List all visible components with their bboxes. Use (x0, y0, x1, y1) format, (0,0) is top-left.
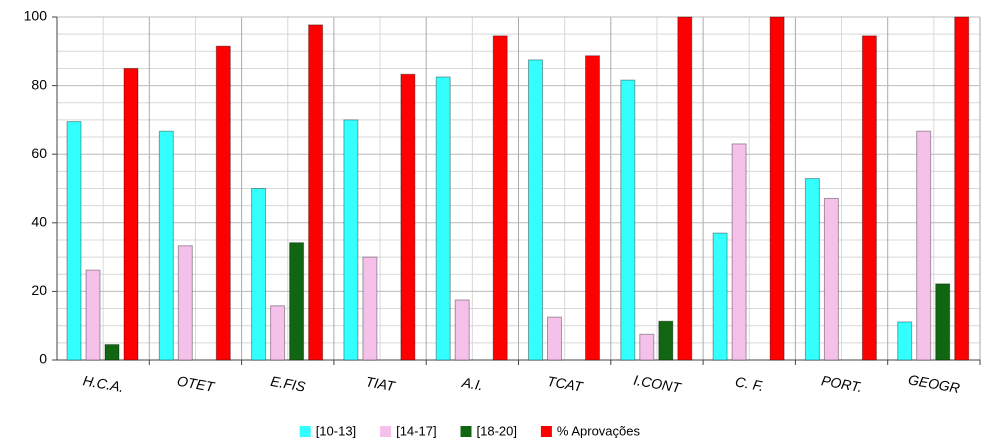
bar (492, 35, 508, 361)
legend-label: % Aprovações (557, 423, 641, 438)
legend-label: [14-17] (396, 423, 436, 438)
bar (804, 178, 820, 361)
bar (935, 283, 951, 361)
x-tick-label: A.I. (460, 374, 484, 394)
y-tick-label: 80 (31, 76, 47, 92)
x-tick-label: TIAT (364, 373, 397, 394)
legend-label: [18-20] (477, 423, 517, 438)
x-tick-label: C. F. (734, 373, 765, 394)
bar (585, 55, 600, 361)
legend-label: [10-13] (316, 423, 356, 438)
bar (823, 197, 839, 361)
legend-swatch (460, 426, 472, 437)
x-tick-label: GEOGR (907, 371, 961, 396)
bar (454, 299, 470, 361)
bar (658, 320, 674, 361)
bar (400, 73, 416, 361)
bar (66, 121, 82, 361)
bar (177, 245, 193, 361)
legend-swatch (299, 426, 311, 437)
bar (123, 67, 139, 361)
bar (215, 45, 231, 361)
bar (528, 59, 543, 361)
bar (289, 242, 305, 361)
y-tick-label: 60 (31, 145, 47, 161)
y-tick-label: 100 (24, 8, 48, 24)
bar (343, 119, 359, 361)
x-tick-label: E.FIS (269, 373, 307, 395)
bar (251, 188, 267, 361)
bar (731, 143, 747, 361)
x-tick-label: PORT. (820, 372, 863, 395)
bar (769, 16, 785, 361)
bar (897, 321, 913, 361)
y-tick-label: 20 (31, 282, 47, 298)
bar (712, 232, 728, 361)
bar (677, 16, 693, 361)
bar (158, 130, 174, 361)
x-tick-label: H.C.A. (82, 372, 125, 395)
bar (270, 305, 286, 361)
x-tick-label: TCAT (546, 373, 585, 395)
x-tick-label: OTET (176, 373, 217, 395)
bar (85, 269, 101, 361)
bar (308, 24, 324, 361)
bar (104, 344, 120, 361)
bar (435, 76, 451, 361)
bar (362, 256, 378, 361)
bar (620, 79, 636, 361)
bar (639, 333, 655, 361)
y-tick-label: 40 (31, 214, 47, 230)
bar (916, 130, 932, 361)
legend-swatch (540, 426, 552, 437)
bar (861, 35, 877, 361)
bar (547, 316, 562, 361)
y-tick-label: 0 (39, 351, 47, 367)
legend-swatch (380, 426, 392, 437)
x-tick-label: I.CONT (632, 372, 683, 396)
bar (954, 16, 970, 361)
